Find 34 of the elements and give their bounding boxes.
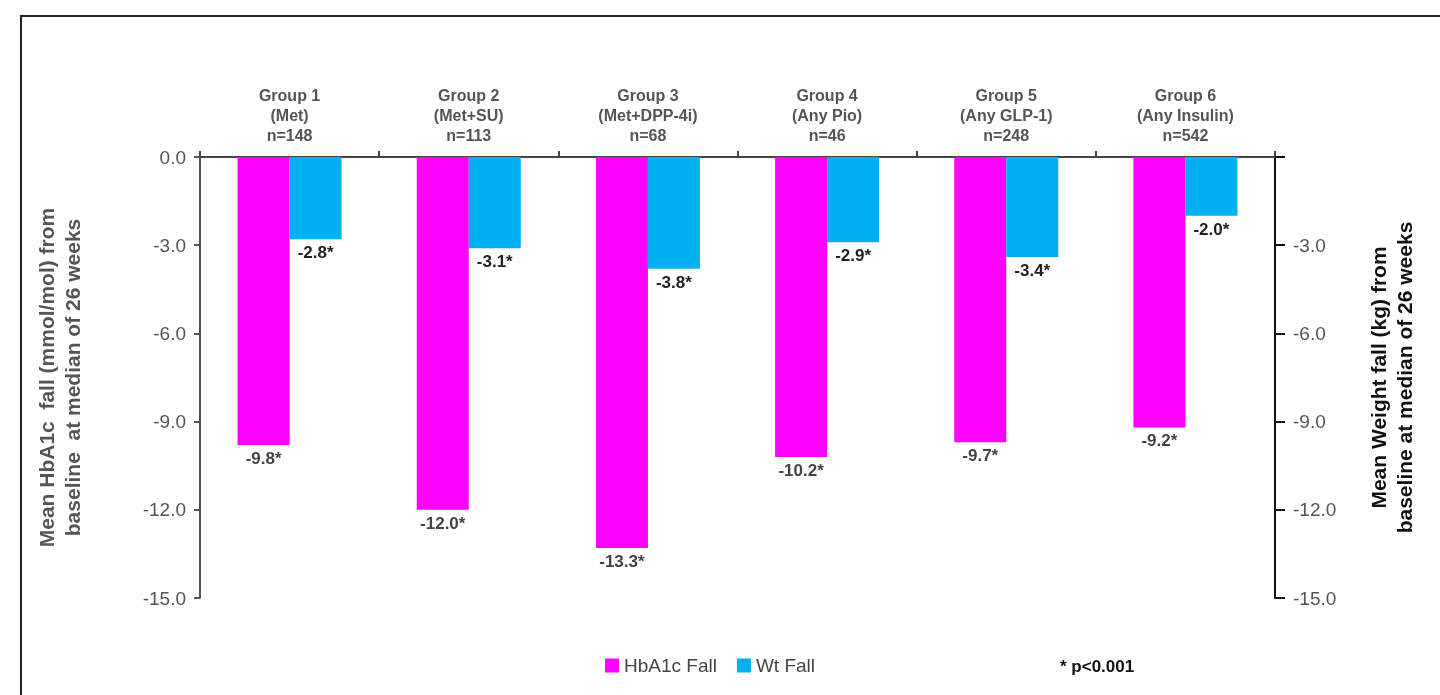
y2-tick-label: -12.0 [1293,499,1337,521]
y-tick-label: 0.0 [159,146,186,168]
y2-tick-label: -6.0 [1293,322,1326,344]
y2-tick-label: -9.0 [1293,411,1326,433]
y-tick-label: -15.0 [142,587,186,609]
legend-label: HbA1c Fall [624,655,717,676]
data-label: -9.7* [962,446,999,466]
data-label: -2.9* [835,246,872,266]
x-tick-label: Group 4 (Any Pio) n=46 [791,86,863,144]
y-axis-title: Mean HbA1c fall (mmol/mol) from baseline at median of 26 weeks [34,207,84,548]
data-label: -3.8* [655,272,693,292]
data-label: -3.4* [1014,260,1051,280]
y2-tick-label: -15.0 [1293,587,1337,609]
text: * p<0.001 [1060,657,1135,676]
x-tick-label: Group 3 (Met+DPP-4i) n=68 [598,86,698,144]
data-label: -2.8* [297,243,334,263]
data-label: -9.8* [245,449,282,469]
y-tick-label: -9.0 [153,411,186,433]
data-label: -3.1* [476,252,514,272]
data-label: -12.0* [420,513,466,533]
data-label: -10.2* [778,460,825,480]
data-label: -13.3* [599,552,645,572]
data-label: -9.2* [1141,431,1178,451]
legend-label: Wt Fall [755,655,816,676]
y-tick-label: -3.0 [153,234,186,256]
y2-tick-label: -3.0 [1293,234,1326,256]
y-tick-label: -6.0 [153,322,186,344]
y-tick-label: -12.0 [142,499,186,521]
x-tick-label: Group 6 (Any Insulin) n=542 [1136,86,1234,144]
x-tick-label: Group 5 (Any GLP-1) n=248 [960,86,1053,144]
x-tick-label: Group 2 (Met+SU) n=113 [433,86,504,144]
y2-axis-title: Mean Weight fall (kg) from baseline at median of 26 weeks [1366,221,1416,534]
x-tick-label: Group 1 (Met) n=148 [258,86,321,144]
data-label: -2.0* [1193,219,1230,239]
